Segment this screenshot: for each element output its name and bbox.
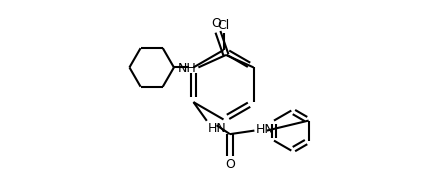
Text: NH: NH <box>177 62 196 75</box>
Text: HN: HN <box>208 122 227 135</box>
Text: O: O <box>225 158 235 171</box>
Text: O: O <box>211 17 221 31</box>
Text: HN: HN <box>255 123 274 136</box>
Text: Cl: Cl <box>217 19 230 32</box>
